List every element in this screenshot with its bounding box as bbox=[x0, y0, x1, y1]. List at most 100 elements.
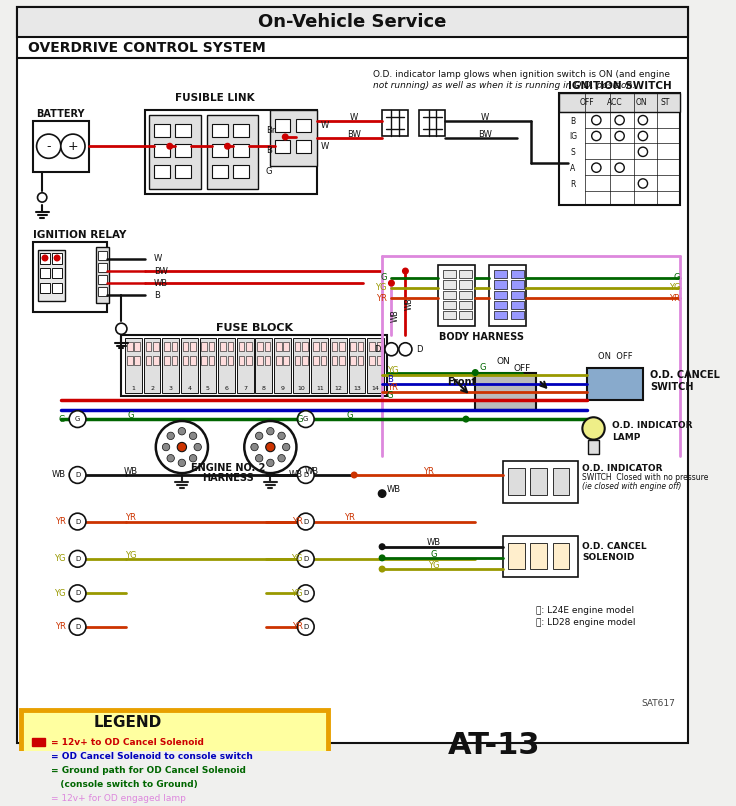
Text: WB: WB bbox=[405, 297, 414, 310]
Circle shape bbox=[297, 513, 314, 530]
Circle shape bbox=[224, 143, 230, 149]
Text: W: W bbox=[321, 121, 329, 131]
Text: WB: WB bbox=[154, 279, 168, 288]
Text: YR: YR bbox=[54, 622, 66, 631]
Bar bbox=[559, 93, 680, 112]
Circle shape bbox=[38, 193, 47, 202]
Bar bbox=[283, 355, 289, 365]
Bar bbox=[494, 280, 507, 289]
Bar bbox=[553, 468, 570, 495]
Text: D: D bbox=[417, 345, 423, 354]
Text: SAT617: SAT617 bbox=[642, 699, 676, 708]
Bar bbox=[302, 342, 308, 351]
Bar bbox=[270, 110, 317, 166]
Text: 3: 3 bbox=[169, 386, 173, 391]
Bar bbox=[489, 265, 526, 326]
Circle shape bbox=[189, 455, 197, 462]
Text: = 12v+ for OD engaged lamp: = 12v+ for OD engaged lamp bbox=[51, 794, 185, 803]
Text: G: G bbox=[387, 392, 393, 401]
Text: B: B bbox=[154, 291, 160, 300]
Circle shape bbox=[69, 585, 86, 601]
Circle shape bbox=[266, 442, 275, 451]
Text: 6: 6 bbox=[224, 386, 228, 391]
Bar bbox=[183, 342, 188, 351]
Bar bbox=[96, 247, 109, 303]
Text: D: D bbox=[75, 472, 80, 478]
Bar bbox=[98, 263, 107, 272]
Text: = 12v+ to OD Cancel Solenoid: = 12v+ to OD Cancel Solenoid bbox=[51, 737, 203, 747]
Bar bbox=[321, 355, 326, 365]
Bar bbox=[127, 355, 132, 365]
Text: G: G bbox=[346, 411, 353, 420]
Bar bbox=[135, 355, 140, 365]
Bar bbox=[52, 268, 62, 279]
Circle shape bbox=[69, 467, 86, 484]
Text: OVERDRIVE CONTROL SYSTEM: OVERDRIVE CONTROL SYSTEM bbox=[28, 41, 266, 56]
Text: 5: 5 bbox=[206, 386, 210, 391]
Text: ENGINE NO. 2: ENGINE NO. 2 bbox=[191, 463, 266, 472]
Bar bbox=[314, 355, 319, 365]
Bar bbox=[98, 275, 107, 284]
Bar bbox=[127, 342, 132, 351]
Text: D: D bbox=[303, 518, 308, 525]
Bar bbox=[227, 355, 233, 365]
Text: WB: WB bbox=[426, 538, 440, 547]
Text: SWITCH: SWITCH bbox=[651, 381, 694, 392]
Text: 7: 7 bbox=[243, 386, 247, 391]
Text: G: G bbox=[297, 414, 303, 424]
Bar bbox=[125, 338, 142, 393]
Bar bbox=[442, 301, 456, 310]
Text: HARNESS: HARNESS bbox=[202, 473, 255, 483]
Circle shape bbox=[69, 411, 86, 427]
Bar bbox=[21, 710, 328, 806]
Circle shape bbox=[297, 411, 314, 427]
Bar bbox=[98, 251, 107, 260]
Bar bbox=[153, 342, 158, 351]
Bar bbox=[459, 301, 473, 310]
Bar bbox=[494, 311, 507, 319]
Bar bbox=[149, 114, 200, 189]
Text: W: W bbox=[481, 113, 489, 122]
Bar bbox=[218, 338, 235, 393]
Circle shape bbox=[638, 179, 648, 188]
Text: A: A bbox=[570, 164, 576, 173]
Bar bbox=[32, 737, 45, 746]
Bar bbox=[265, 342, 270, 351]
Bar bbox=[175, 165, 191, 178]
Text: YG: YG bbox=[669, 283, 680, 293]
Bar bbox=[258, 355, 263, 365]
Bar bbox=[154, 124, 170, 137]
Text: B: B bbox=[266, 147, 272, 156]
Circle shape bbox=[592, 131, 601, 140]
Text: WB: WB bbox=[52, 471, 66, 480]
Bar bbox=[164, 342, 170, 351]
Circle shape bbox=[389, 280, 394, 286]
Text: OFF: OFF bbox=[580, 98, 595, 107]
Text: W: W bbox=[154, 255, 162, 264]
Bar bbox=[52, 283, 62, 293]
Circle shape bbox=[297, 585, 314, 601]
Bar bbox=[311, 338, 328, 393]
Circle shape bbox=[277, 455, 286, 462]
Text: not running) as well as when it is running in O.D. position.: not running) as well as when it is runni… bbox=[373, 81, 635, 90]
Bar bbox=[40, 283, 49, 293]
Bar bbox=[442, 291, 456, 299]
Text: On-Vehicle Service: On-Vehicle Service bbox=[258, 14, 447, 31]
Circle shape bbox=[297, 467, 314, 484]
Bar bbox=[121, 335, 387, 396]
Bar bbox=[154, 144, 170, 157]
Bar bbox=[202, 355, 207, 365]
Text: 13: 13 bbox=[353, 386, 361, 391]
Bar bbox=[294, 355, 300, 365]
Bar bbox=[332, 342, 337, 351]
Bar bbox=[339, 355, 345, 365]
Bar bbox=[588, 439, 599, 454]
Circle shape bbox=[69, 550, 86, 567]
Text: G: G bbox=[381, 273, 387, 282]
Circle shape bbox=[399, 343, 412, 355]
Circle shape bbox=[351, 472, 357, 478]
Text: G: G bbox=[430, 550, 436, 559]
Bar bbox=[459, 280, 473, 289]
Bar bbox=[276, 342, 282, 351]
Text: FUSE BLOCK: FUSE BLOCK bbox=[216, 323, 292, 333]
